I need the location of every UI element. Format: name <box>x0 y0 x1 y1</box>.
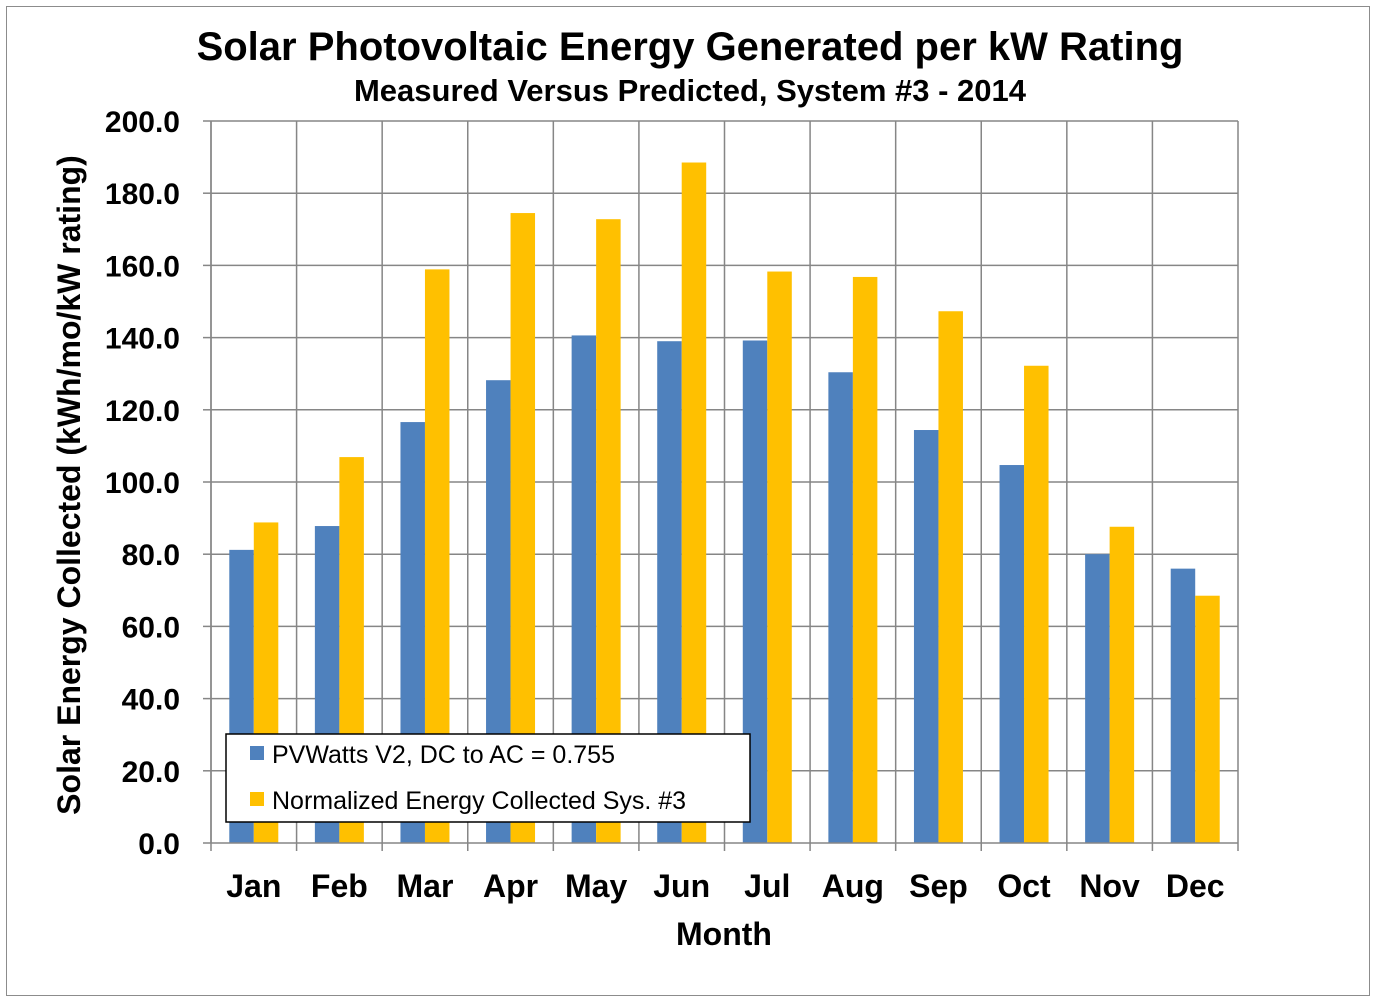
bar-pvwatts-oct <box>999 465 1025 843</box>
bar-normalized-oct <box>1024 365 1049 843</box>
chart-title: Solar Photovoltaic Energy Generated per … <box>197 25 1184 69</box>
x-tick-label: Jan <box>226 868 281 904</box>
gridlines <box>203 120 1239 851</box>
x-tick-label: Jun <box>653 868 710 904</box>
y-tick-label: 180.0 <box>105 178 180 211</box>
bar-normalized-sep <box>938 311 963 843</box>
legend: PVWatts V2, DC to AC = 0.755 Normalized … <box>225 733 751 823</box>
bar-normalized-nov <box>1109 526 1135 843</box>
y-tick-label: 200.0 <box>105 106 180 139</box>
chart-subtitle: Measured Versus Predicted, System #3 - 2… <box>354 73 1027 108</box>
x-axis-label: Month <box>676 916 772 952</box>
y-axis-label: Solar Energy Collected (kWh/mo/kW rating… <box>51 155 87 815</box>
bar-normalized-jul <box>767 271 792 843</box>
y-tick-label: 120.0 <box>105 395 180 428</box>
bar-pvwatts-dec <box>1170 568 1196 843</box>
x-tick-label: Dec <box>1166 868 1225 904</box>
bar-normalized-dec <box>1195 595 1220 843</box>
y-tick-label: 20.0 <box>122 756 180 789</box>
bars <box>229 162 1220 844</box>
bar-pvwatts-sep <box>913 430 939 843</box>
x-tick-label: Mar <box>397 868 454 904</box>
y-tick-labels: 0.0 20.0 40.0 60.0 80.0 100.0 120.0 140.0 160.0 1… <box>105 106 180 861</box>
y-tick-label: 160.0 <box>105 250 180 283</box>
x-tick-label: Apr <box>483 868 538 904</box>
legend-label-normalized: Normalized Energy Collected Sys. #3 <box>272 787 686 815</box>
y-tick-label: 0.0 <box>138 828 180 861</box>
legend-swatch-normalized <box>250 792 264 806</box>
bar-pvwatts-aug <box>828 372 853 843</box>
y-tick-label: 60.0 <box>122 611 180 644</box>
x-tick-label: Sep <box>909 868 968 904</box>
x-tick-labels: Jan Feb Mar Apr May Jun Jul Aug Sep Oct Nov Dec <box>226 868 1224 904</box>
x-tick-label: Oct <box>997 868 1051 904</box>
legend-swatch-pvwatts <box>250 746 264 760</box>
x-tick-label: Feb <box>311 868 368 904</box>
x-tick-label: Nov <box>1079 868 1140 904</box>
y-tick-label: 40.0 <box>122 684 180 717</box>
x-tick-label: Jul <box>744 868 790 904</box>
bar-normalized-jun <box>681 162 707 843</box>
x-tick-label: May <box>565 868 627 904</box>
x-tick-label: Aug <box>822 868 884 904</box>
y-tick-label: 140.0 <box>105 323 180 356</box>
bar-normalized-aug <box>852 276 878 843</box>
axes <box>210 121 1238 844</box>
y-tick-label: 100.0 <box>105 467 180 500</box>
y-tick-label: 80.0 <box>122 539 180 572</box>
bar-pvwatts-nov <box>1085 554 1110 843</box>
legend-box <box>225 733 751 823</box>
legend-label-pvwatts: PVWatts V2, DC to AC = 0.755 <box>272 741 615 769</box>
